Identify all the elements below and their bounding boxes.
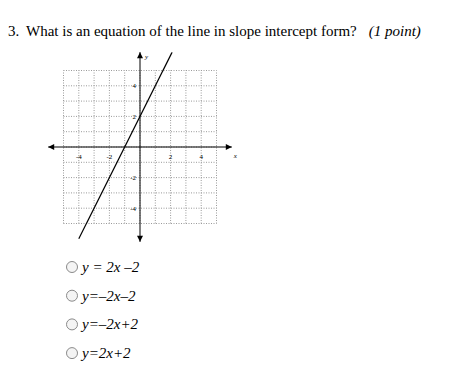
page: 3. What is an equation of the line in slo… [0,0,476,384]
axis-arrow [48,144,54,150]
line [79,52,172,239]
x-tick-label: 2 [169,153,173,161]
x-axis-label: x [233,152,238,160]
graph: -4 -2 2 4 -4 -2 2 4 x y [48,52,238,242]
choice-text[interactable]: y=2x+2 [80,345,131,361]
question-number: 3. [8,23,19,39]
y-tick-label: 2 [133,113,137,121]
radio-button[interactable] [67,290,78,301]
choice-text[interactable]: y=–2x–2 [80,288,136,304]
choice-text[interactable]: y=–2x+2 [80,316,139,332]
y-axis [140,52,141,242]
axis-arrow [226,144,232,150]
question-points: (1 point) [369,23,421,40]
y-axis-label: y [144,53,149,61]
axis-arrow [137,236,143,242]
y-tick-label: -4 [130,205,136,213]
radio-button[interactable] [67,262,78,273]
x-tick-label: -2 [106,153,112,161]
radio-button[interactable] [67,319,78,330]
choice-text[interactable]: y = 2x –2 [80,259,140,275]
question-text: What is an equation of the line in slope… [26,23,357,39]
question: 3. What is an equation of the line in slo… [8,23,421,40]
data-group [79,52,172,239]
radio-button[interactable] [67,348,78,359]
axis-arrow [137,52,143,58]
x-tick-label: 4 [199,153,203,161]
y-tick-label: -2 [130,174,136,182]
x-tick-label: -4 [76,153,82,161]
y-tick-label: 4 [133,82,137,90]
